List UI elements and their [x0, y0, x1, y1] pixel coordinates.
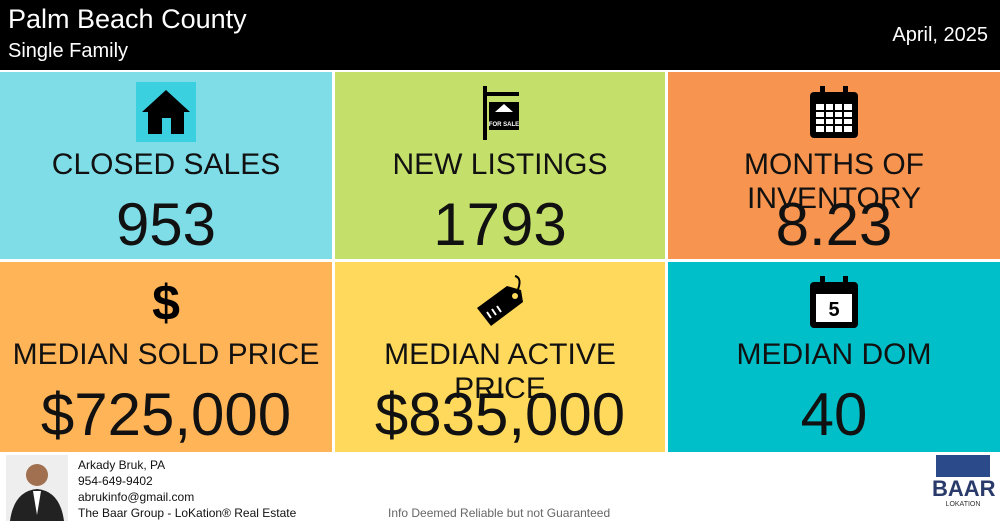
- dollar-icon: $: [152, 275, 180, 331]
- day-icon: 5: [810, 276, 858, 328]
- tile-value: 953: [115, 191, 217, 258]
- icon-text: $: [152, 275, 180, 331]
- sign-icon: FOR SALE: [483, 86, 519, 140]
- tile-label: MEDIAN ACTIVE PRICE: [384, 338, 616, 405]
- tile-label: CLOSED SALES: [51, 148, 281, 181]
- tile-value: 1793: [433, 191, 567, 258]
- tile: 5 MEDIAN DOM 40: [668, 262, 1000, 452]
- calendar-icon: [810, 86, 858, 138]
- tile-value: 8.23: [775, 191, 893, 258]
- contact-line: 954-649-9402: [78, 474, 153, 488]
- logo-name: BAAR: [932, 476, 996, 501]
- house-icon: [136, 82, 196, 142]
- tile: MEDIAN ACTIVE PRICE $835,000: [335, 262, 665, 452]
- tile-label: NEW LISTINGS: [392, 148, 608, 181]
- header: Palm Beach County Single Family April, 2…: [0, 0, 1000, 70]
- tile-value: 40: [800, 381, 868, 448]
- contact-line: abrukinfo@gmail.com: [78, 490, 195, 504]
- tile: MONTHS OF INVENTORY 8.23: [668, 72, 1000, 259]
- date: April, 2025: [892, 24, 988, 46]
- logo: BAAR LOKATION: [932, 455, 996, 521]
- logo-sub: LOKATION: [945, 501, 981, 508]
- tile-label: MONTHS OF INVENTORY: [744, 148, 924, 215]
- contact-line: The Baar Group - LoKation® Real Estate: [78, 506, 297, 520]
- contact-line: Arkady Bruk, PA: [78, 458, 166, 472]
- icon-text: FOR SALE: [489, 122, 519, 128]
- tile-value: $835,000: [374, 381, 626, 448]
- icon-text: 5: [828, 299, 839, 321]
- tile-label: MEDIAN DOM: [736, 338, 932, 371]
- tag-icon: [477, 275, 523, 326]
- tile: CLOSED SALES 953: [0, 72, 332, 259]
- disclaimer: Info Deemed Reliable but not Guaranteed: [388, 506, 611, 520]
- subtitle: Single Family: [8, 40, 129, 62]
- tile: FOR SALE NEW LISTINGS 1793: [335, 72, 665, 259]
- tile: $ MEDIAN SOLD PRICE $725,000: [0, 262, 332, 452]
- tile-value: $725,000: [40, 381, 292, 448]
- agent-photo: [6, 455, 68, 521]
- tile-label: MEDIAN SOLD PRICE: [12, 338, 320, 371]
- title: Palm Beach County: [8, 4, 247, 34]
